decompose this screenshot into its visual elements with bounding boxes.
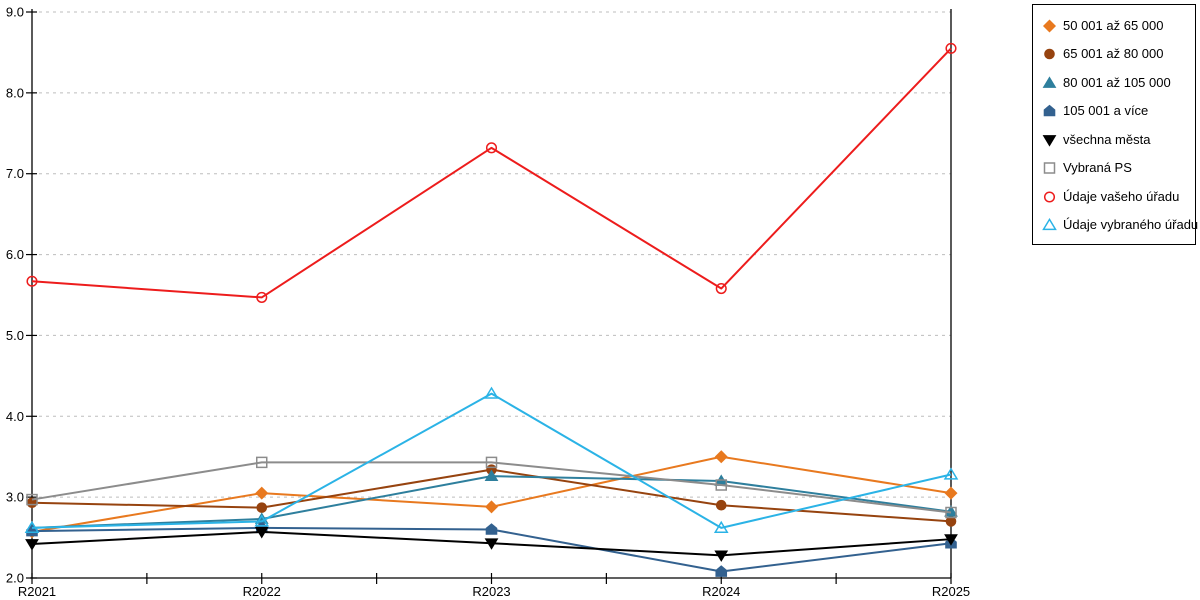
legend-item-3: 105 001 a více <box>1033 97 1195 126</box>
series-line-6 <box>31 47 952 299</box>
y-axis-label: 4.0 <box>6 409 24 424</box>
series-marker-1 <box>256 502 268 513</box>
series-marker-7 <box>254 514 270 527</box>
legend-label: Vybraná PS <box>1063 160 1132 176</box>
circle-marker-icon <box>1044 48 1055 60</box>
series-marker-2 <box>484 469 499 482</box>
series-marker-5 <box>485 456 498 469</box>
x-axis-label: R2023 <box>472 584 510 599</box>
legend-item-2: 80 001 až 105 000 <box>1033 68 1195 97</box>
legend-item-1: 65 001 až 80 000 <box>1033 40 1195 69</box>
series-marker-6 <box>715 282 727 295</box>
series-marker-0 <box>484 500 499 514</box>
series-marker-7 <box>24 520 40 534</box>
y-axis-label: 2.0 <box>6 571 24 586</box>
series-marker-7 <box>713 520 729 534</box>
y-axis-label: 9.0 <box>6 5 24 20</box>
square-marker-icon <box>1043 162 1056 174</box>
diamond-marker-icon <box>1042 19 1057 33</box>
series-marker-5 <box>26 493 38 506</box>
legend-label: 65 001 až 80 000 <box>1063 46 1164 62</box>
triangle-down-glyph <box>1042 134 1057 147</box>
y-axis-label: 8.0 <box>6 85 24 100</box>
legend-label: 80 001 až 105 000 <box>1063 74 1171 90</box>
series-marker-5 <box>945 506 957 519</box>
chart-legend: 50 001 až 65 000 65 001 až 80 000 80 001 a… <box>1032 4 1199 245</box>
series-marker-4 <box>944 534 958 546</box>
y-axis-label: 7.0 <box>6 166 24 181</box>
triangle-up-marker-icon <box>1042 76 1057 88</box>
x-axis-label: R2024 <box>702 584 740 599</box>
square-glyph <box>1043 162 1056 174</box>
legend-label: Údaje vašeho úřadu <box>1063 188 1180 204</box>
series-marker-6 <box>945 42 957 54</box>
triangle-up-glyph <box>1042 76 1057 88</box>
legend-item-0: 50 001 až 65 000 <box>1033 11 1195 40</box>
pentagon-glyph <box>1043 105 1056 117</box>
diamond-glyph <box>1042 19 1057 33</box>
x-axis-label: R2021 <box>18 584 56 599</box>
legend-item-6: Údaje vašeho úřadu <box>1033 182 1195 211</box>
series-marker-3 <box>715 565 728 577</box>
legend-label: všechna města <box>1063 131 1151 147</box>
legend-label: 50 001 až 65 000 <box>1063 17 1164 33</box>
y-axis-label: 3.0 <box>6 490 24 505</box>
series-marker-6 <box>26 275 38 287</box>
series-marker-1 <box>945 516 957 527</box>
series-marker-5 <box>715 479 727 491</box>
series-marker-6 <box>256 291 268 303</box>
circle-marker-icon <box>1043 191 1056 203</box>
series-marker-3 <box>485 523 498 535</box>
series-marker-6 <box>485 142 498 154</box>
series-marker-4 <box>714 550 729 562</box>
series-marker-4 <box>254 527 269 539</box>
triangle-up-marker-icon <box>1042 218 1057 231</box>
triangle-up-glyph <box>1042 218 1057 231</box>
circle-glyph <box>1043 191 1056 203</box>
series-marker-4 <box>484 538 499 550</box>
series-marker-0 <box>255 486 269 500</box>
series-marker-7 <box>943 467 959 480</box>
legend-item-7: Údaje vybraného úřadu <box>1033 211 1199 240</box>
pentagon-marker-icon <box>1043 105 1056 117</box>
series-marker-2 <box>944 505 958 517</box>
series-line-7 <box>31 392 952 529</box>
series-marker-4 <box>25 539 39 551</box>
circle-glyph <box>1044 48 1055 60</box>
y-axis-label: 5.0 <box>6 328 24 343</box>
series-marker-0 <box>944 486 958 500</box>
legend-label: Údaje vybraného úřadu <box>1063 217 1199 233</box>
series-marker-5 <box>256 456 268 469</box>
series-line-5 <box>31 461 952 514</box>
triangle-down-marker-icon <box>1042 134 1057 147</box>
x-axis-label: R2022 <box>243 584 281 599</box>
series-marker-1 <box>715 499 727 511</box>
series-marker-7 <box>484 386 499 399</box>
y-axis-label: 6.0 <box>6 247 24 262</box>
legend-label: 105 001 a více <box>1063 103 1149 119</box>
x-axis-label: R2025 <box>932 584 970 599</box>
legend-item-4: všechna města <box>1033 125 1195 154</box>
legend-item-5: Vybraná PS <box>1033 154 1195 183</box>
series-marker-0 <box>714 450 728 464</box>
